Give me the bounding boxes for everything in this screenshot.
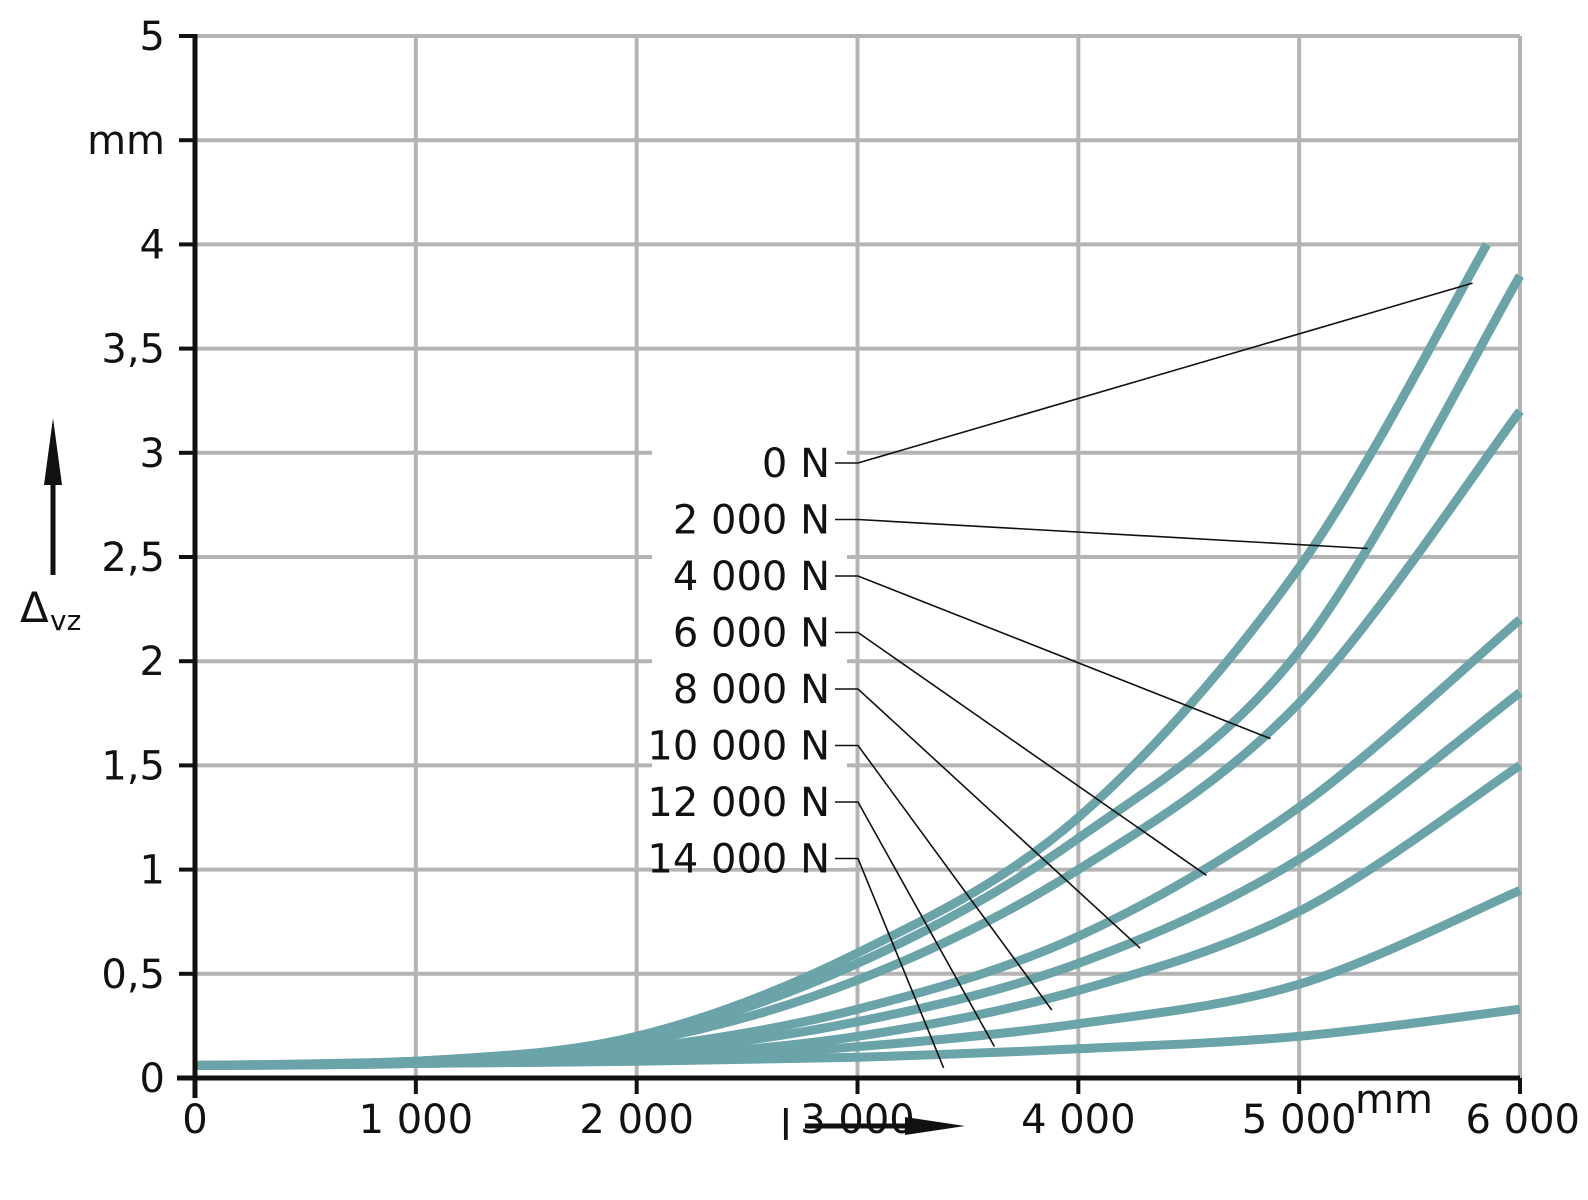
y-tick-label: 5 [140, 14, 165, 60]
leader-line [835, 631, 1207, 876]
series-line-7 [194, 1004, 1521, 1070]
y-tick-label: 2 [140, 639, 165, 685]
x-axis-title: l mm [780, 1077, 1433, 1150]
x-tick-label: 1 000 [359, 1097, 474, 1143]
axes [177, 34, 1520, 1098]
x-tick-label: 5 000 [1242, 1097, 1357, 1143]
leader-line [835, 282, 1473, 464]
x-tick-label: 6 000 [1465, 1097, 1580, 1143]
series-label: 14 000 N [647, 837, 830, 883]
y-tick-label: 1,5 [101, 743, 165, 789]
y-axis-label: Δ [20, 583, 49, 632]
series-label: 6 000 N [673, 611, 830, 657]
x-tick-label: 3 000 [800, 1097, 915, 1143]
label-mask [652, 448, 847, 868]
x-axis-unit: mm [1355, 1077, 1433, 1123]
series-label: 8 000 N [673, 667, 830, 713]
series-label: 10 000 N [647, 724, 830, 770]
y-tick-label: 3,5 [101, 327, 165, 373]
leader-line [835, 744, 1053, 1011]
series-label: 4 000 N [673, 554, 830, 600]
x-tick-label: 4 000 [1021, 1097, 1136, 1143]
series-label: 12 000 N [647, 780, 830, 826]
y-tick-label: 2,5 [101, 535, 165, 581]
y-axis-arrowhead [44, 418, 62, 485]
x-tick-label: 2 000 [579, 1097, 694, 1143]
x-axis-label: l [780, 1101, 792, 1150]
x-tick-label: 0 [182, 1097, 207, 1143]
leaders [835, 282, 1473, 1069]
leader-line [835, 801, 996, 1047]
leader-line [835, 857, 945, 1069]
y-tick-label: 4 [140, 222, 165, 268]
x-axis-arrowhead [905, 1117, 965, 1135]
series-labels: 0 N 2 000 N 4 000 N 6 000 N 8 000 N 10 000 N 1… [647, 441, 830, 883]
y-tick-label: 0,5 [101, 952, 165, 998]
leader-line [835, 688, 1141, 949]
ticks: 0 0,5 1 1,5 2 2,5 3 3,5 4 mm 5 0 1 000 2 000 3 000 4 00… [87, 14, 1580, 1143]
series-label: 2 000 N [673, 498, 830, 544]
label-background [652, 448, 847, 868]
y-tick-label: 0 [140, 1056, 165, 1102]
leader-line [835, 575, 1271, 740]
y-tick-label: 3 [140, 431, 165, 477]
grid [195, 34, 1522, 1078]
y-axis-title: Δ vz [20, 418, 81, 637]
y-tick-label: mm [87, 118, 165, 164]
series-label: 0 N [762, 441, 830, 487]
series-lines [194, 242, 1524, 1070]
leader-line [835, 518, 1368, 550]
y-axis-label-sub: vz [50, 604, 81, 637]
y-tick-label: 1 [140, 848, 165, 894]
